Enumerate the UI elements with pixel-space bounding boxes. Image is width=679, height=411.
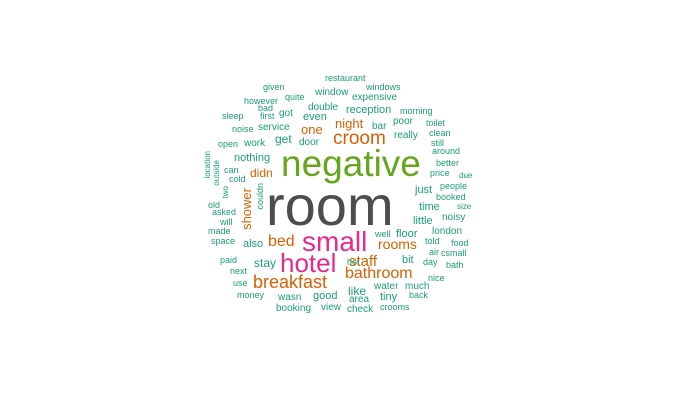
word-csmall: csmall	[441, 248, 467, 258]
word-hot: hot	[347, 257, 360, 267]
word-poor: poor	[393, 116, 414, 127]
word-london: london	[432, 226, 463, 237]
word-use: use	[233, 278, 248, 288]
word-crooms: crooms	[380, 302, 410, 312]
word-croom: croom	[333, 128, 386, 149]
word-toilet: toilet	[426, 118, 446, 128]
word-tiny: tiny	[380, 291, 398, 303]
word-still: still	[431, 138, 444, 148]
word-shower: shower	[239, 188, 254, 230]
word-clean: clean	[429, 128, 451, 138]
word-area: area	[349, 294, 370, 305]
word-noise: noise	[232, 124, 254, 134]
word-nice: nice	[428, 273, 445, 283]
word-got: got	[279, 108, 293, 119]
word-quite: quite	[285, 92, 305, 102]
word-double: double	[308, 102, 339, 113]
word-expensive: expensive	[352, 92, 398, 103]
word-check: check	[347, 304, 374, 315]
word-can: can	[224, 165, 239, 175]
word-will: will	[220, 217, 233, 227]
word-booked: booked	[436, 192, 466, 202]
word-size: size	[457, 202, 472, 211]
word-little: little	[413, 215, 433, 227]
word-hotel: hotel	[280, 248, 337, 278]
word-back: back	[409, 290, 429, 300]
word-outside: outside	[212, 160, 221, 186]
word-old: old	[208, 200, 221, 210]
word-due: due	[459, 171, 473, 180]
word-around: around	[432, 146, 461, 156]
word-better: better	[436, 158, 460, 168]
word-air: air	[429, 247, 440, 257]
word-breakfast: breakfast	[253, 272, 328, 292]
word-rooms: rooms	[378, 236, 417, 252]
word-really: really	[394, 130, 418, 141]
word-reception: reception	[346, 104, 392, 116]
word-booking: booking	[276, 303, 312, 314]
word-sleep: sleep	[222, 111, 244, 121]
word-couldn: couldn	[255, 183, 265, 210]
word-space: space	[211, 236, 236, 246]
word-like: like	[348, 284, 367, 298]
word-told: told	[425, 236, 440, 246]
word-made: made	[208, 226, 231, 236]
word-room: room	[266, 174, 394, 237]
word-noisy: noisy	[442, 212, 466, 223]
word-small: small	[302, 226, 368, 257]
word-staff: staff	[349, 253, 378, 270]
word-bath: bath	[446, 260, 464, 270]
word-price: price	[430, 168, 450, 178]
word-didn: didn	[250, 166, 273, 180]
word-bed: bed	[268, 233, 295, 250]
word-restaurant: restaurant	[325, 73, 366, 83]
word-location: location	[203, 151, 212, 179]
word-bar: bar	[372, 121, 387, 132]
word-food: food	[451, 238, 469, 248]
word-well: well	[375, 229, 391, 239]
word-given: given	[263, 82, 285, 92]
word-cold: cold	[229, 174, 246, 184]
word-wasn: wasn	[278, 292, 302, 303]
word-day: day	[423, 257, 438, 267]
word-window: window	[315, 87, 349, 98]
word-morning: morning	[400, 106, 433, 116]
word-one: one	[301, 122, 323, 137]
word-much: much	[405, 281, 430, 292]
word-bit: bit	[402, 254, 414, 266]
word-negative: negative	[281, 143, 421, 184]
word-work: work	[244, 138, 266, 149]
word-get: get	[275, 132, 292, 146]
word-nothing: nothing	[234, 152, 271, 164]
word-good: good	[313, 290, 338, 302]
word-stay: stay	[254, 256, 277, 270]
word-however: however	[244, 96, 279, 106]
word-just: just	[415, 184, 433, 196]
word-floor: floor	[396, 228, 418, 240]
word-people: people	[440, 181, 468, 191]
word-windows: windows	[366, 82, 401, 92]
word-water: water	[374, 281, 399, 292]
word-money: money	[237, 290, 265, 300]
word-paid: paid	[220, 255, 238, 265]
word-asked: asked	[212, 207, 237, 217]
word-first: first	[260, 111, 275, 121]
word-bad: bad	[258, 103, 274, 113]
word-night: night	[335, 116, 364, 131]
word-open: open	[218, 139, 239, 149]
word-also: also	[243, 238, 264, 250]
word-next: next	[230, 266, 248, 276]
word-two: two	[221, 186, 230, 199]
word-door: door	[299, 137, 320, 148]
word-view: view	[321, 302, 342, 313]
word-even: even	[303, 111, 327, 123]
word-service: service	[258, 122, 290, 133]
word-time: time	[419, 201, 440, 213]
word-bathroom: bathroom	[345, 265, 413, 282]
